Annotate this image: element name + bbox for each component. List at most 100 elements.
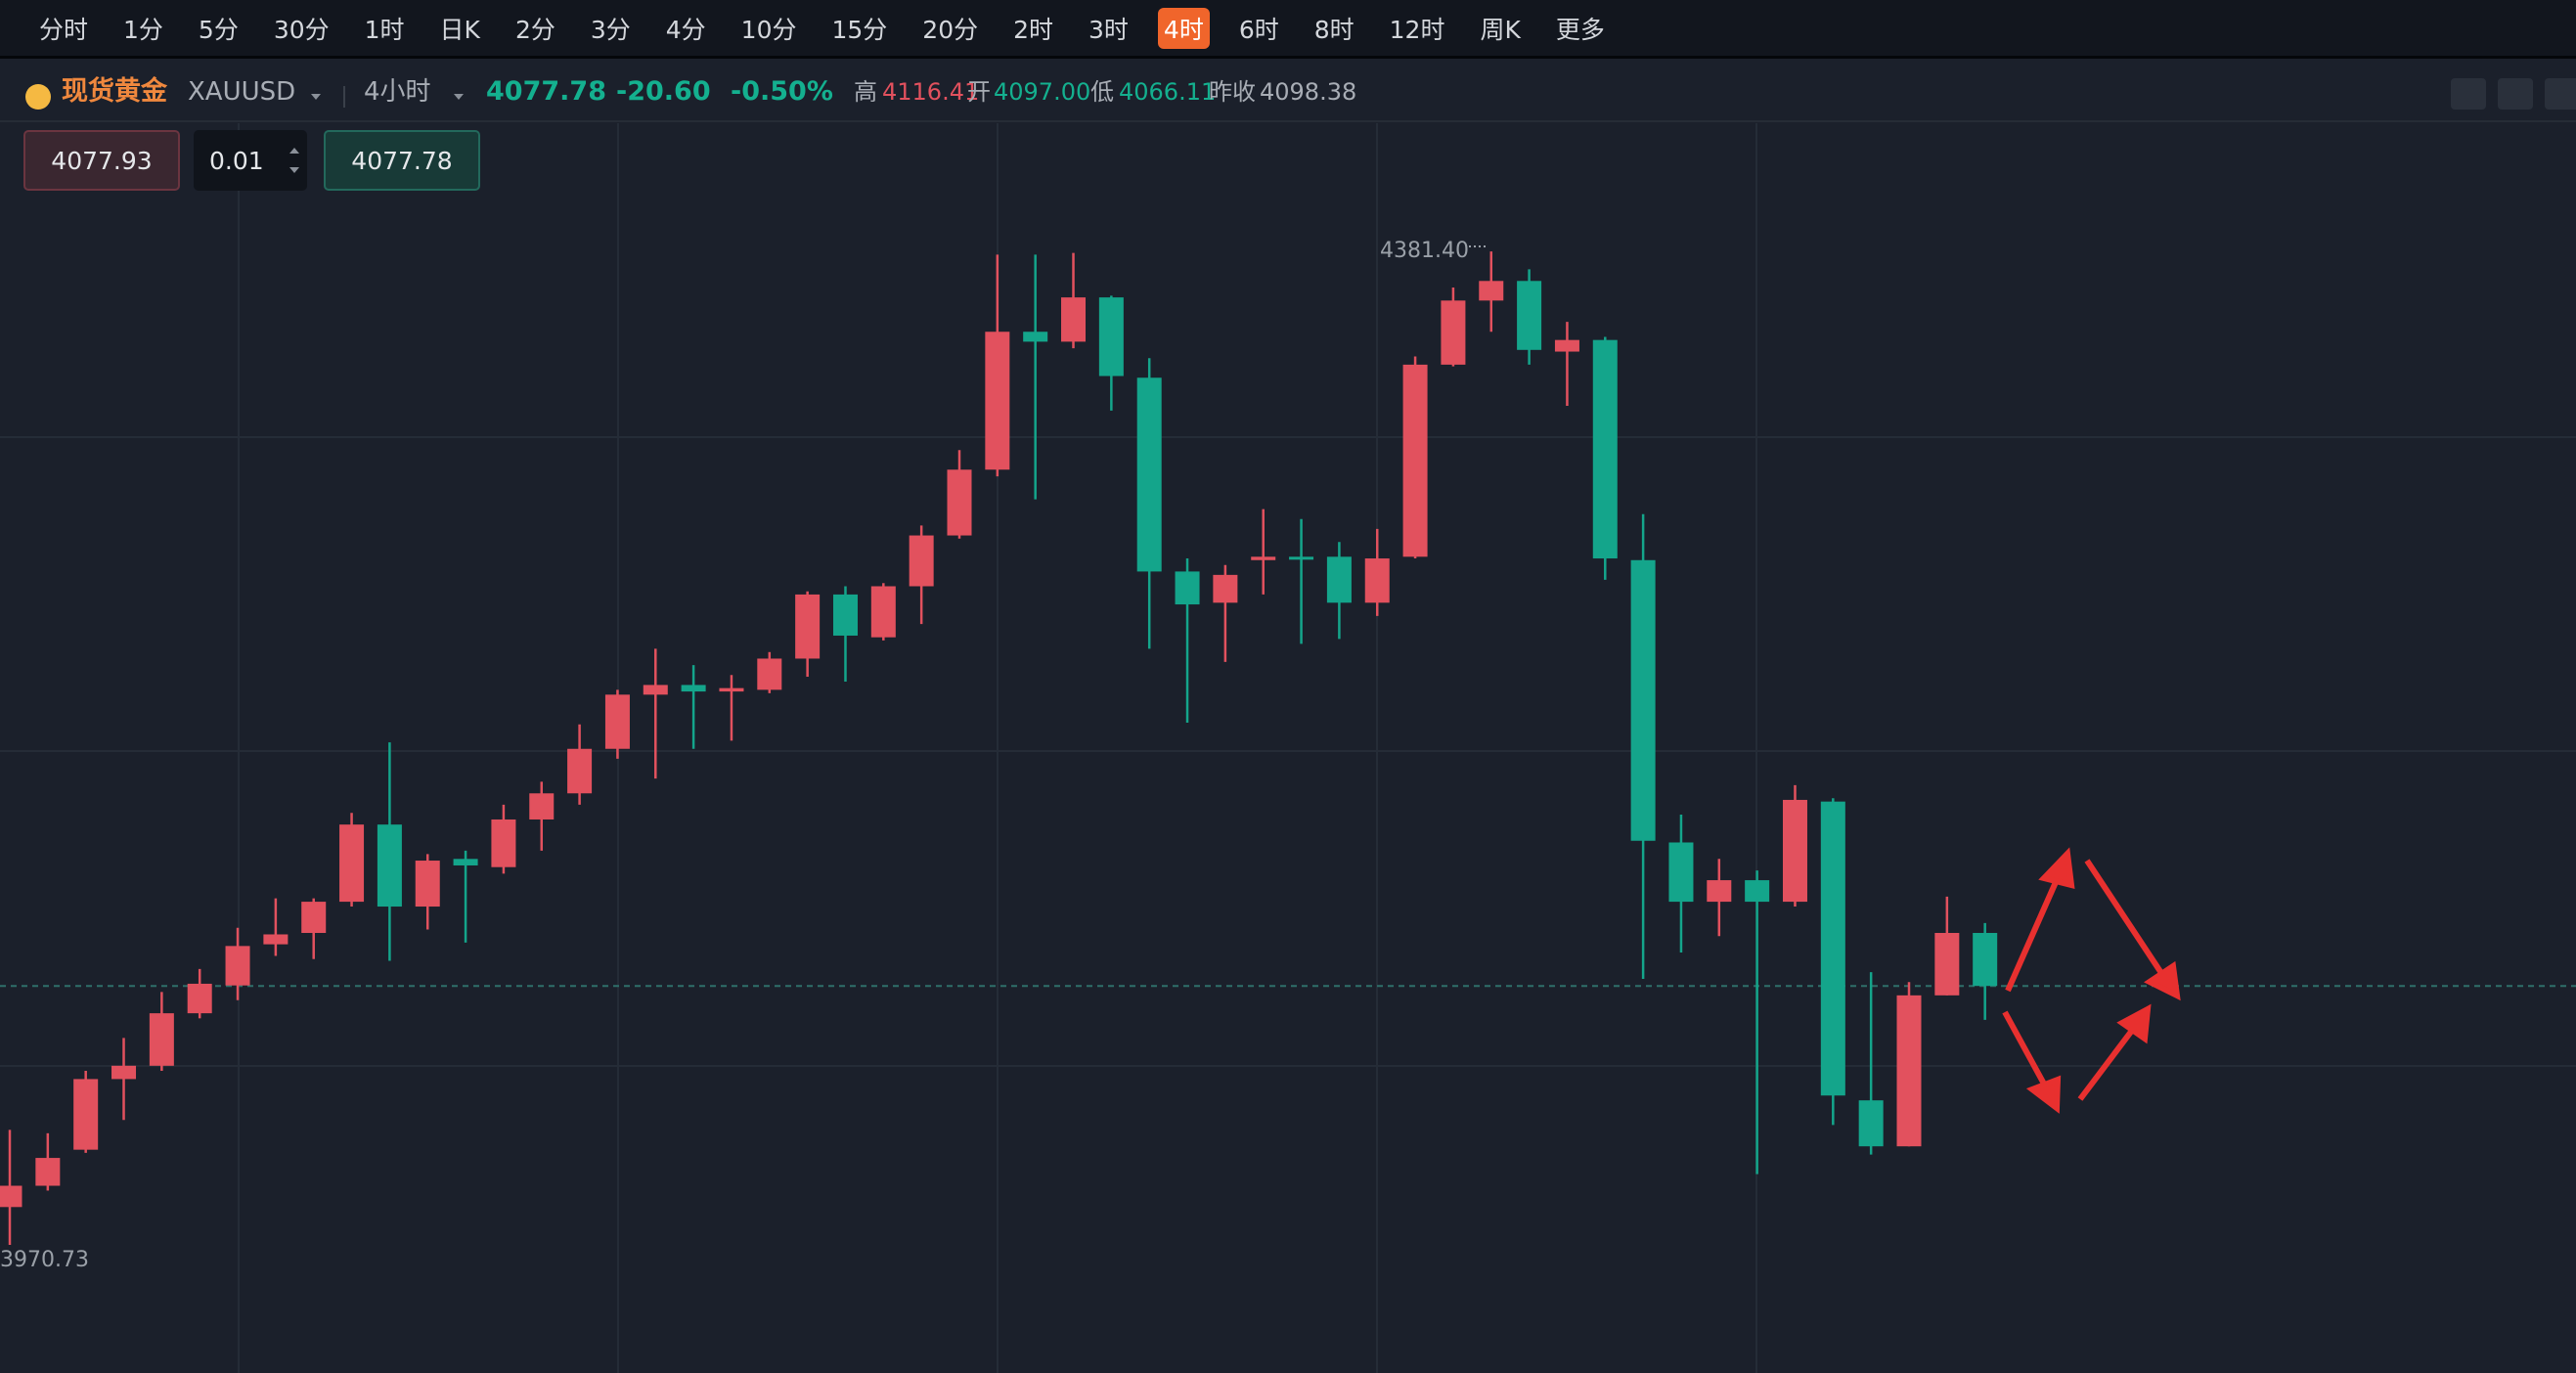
dropdown[interactable]	[311, 94, 321, 100]
candle-body	[73, 1079, 99, 1150]
arrow-head	[2116, 1003, 2152, 1044]
candle-body	[491, 819, 516, 867]
interval-tab[interactable]: 6时	[1238, 15, 1279, 44]
candle-body	[1517, 281, 1542, 350]
candle-body	[1136, 377, 1162, 572]
interval-tab[interactable]: 2分	[514, 15, 555, 44]
candle-body	[1479, 281, 1504, 301]
interval-tab[interactable]: 5分	[198, 15, 239, 44]
candle-body	[1175, 571, 1200, 605]
interval-tab[interactable]: 3时	[1088, 15, 1129, 44]
candle-body	[757, 658, 782, 690]
candle-body	[1023, 332, 1048, 342]
arrow	[2005, 871, 2063, 993]
interval-tab[interactable]: 30分	[273, 15, 330, 44]
high: 4116.41	[882, 78, 980, 106]
dropdown[interactable]	[454, 94, 464, 100]
candle-body	[301, 902, 327, 934]
candle-body	[453, 859, 478, 865]
candle-body	[1973, 933, 1998, 987]
candle-body	[1820, 801, 1845, 1096]
candle-body	[149, 1013, 174, 1066]
symbol-name[interactable]: 现货黄金	[62, 76, 167, 107]
high-label: 高	[854, 78, 877, 106]
grid	[0, 123, 2576, 1373]
interval-tab[interactable]: 周K	[1480, 15, 1521, 44]
interval-tab[interactable]: 10分	[740, 15, 797, 44]
candle-body	[1251, 556, 1276, 560]
max-label: 4381.40	[1380, 239, 1469, 263]
candle-body	[1630, 559, 1656, 841]
candle-body	[909, 535, 934, 587]
candle-body	[604, 694, 630, 749]
candle-body	[1061, 297, 1087, 342]
candle-body	[339, 824, 365, 903]
interval-tab[interactable]: 日K	[439, 15, 480, 44]
interval-tab[interactable]: 分时	[39, 15, 89, 44]
buy-button[interactable]: 4077.78	[324, 130, 480, 191]
candle-body	[1896, 995, 1922, 1147]
ask: 4077.78	[351, 146, 453, 175]
arrow	[2077, 1026, 2137, 1101]
header-decor	[311, 86, 464, 108]
candle-body	[1668, 842, 1694, 903]
candle-body	[377, 824, 402, 908]
symbol-code[interactable]: XAUUSD	[188, 77, 296, 107]
interval-tab[interactable]: 12时	[1389, 15, 1445, 44]
more-menu[interactable]: 更多	[1555, 15, 1605, 44]
candle-body	[1364, 558, 1390, 603]
low: 4066.11	[1119, 78, 1217, 106]
interval-tab[interactable]: 15分	[831, 15, 888, 44]
coin	[25, 84, 51, 110]
interval-tab[interactable]: 8时	[1313, 15, 1355, 44]
btn-draw[interactable]	[2498, 78, 2533, 110]
interval-tab[interactable]: 3分	[590, 15, 631, 44]
stepper-arrows[interactable]	[289, 148, 299, 173]
interval-tab[interactable]: 1时	[364, 15, 405, 44]
btn-candle[interactable]	[2545, 78, 2576, 110]
candle-body	[1934, 933, 1960, 996]
candle-body	[263, 934, 289, 945]
bid: 4077.93	[51, 146, 153, 175]
candle-body	[643, 685, 668, 695]
lots-input[interactable]: 0.01	[194, 130, 307, 191]
period[interactable]: 4小时	[364, 77, 431, 107]
arrow-head	[2038, 847, 2075, 889]
candle-body	[947, 469, 972, 536]
candle-body	[1858, 1100, 1884, 1147]
interval-tab[interactable]: 4分	[665, 15, 706, 44]
stepper[interactable]	[288, 144, 301, 177]
price: 4077.78	[486, 76, 606, 107]
btn-indicator[interactable]	[2451, 78, 2486, 110]
candle-body	[719, 687, 744, 692]
candle-body	[1592, 339, 1618, 559]
candle-body	[1213, 574, 1238, 603]
interval-tab[interactable]: 2时	[1013, 15, 1054, 44]
candles	[0, 251, 2576, 1246]
candle-body	[415, 861, 440, 908]
sell-button[interactable]: 4077.93	[23, 130, 180, 191]
change: -20.60	[616, 76, 711, 107]
candle-body	[1098, 297, 1124, 376]
candle-body	[985, 332, 1010, 470]
low-label: 低	[1090, 78, 1114, 106]
candle-body	[1745, 880, 1770, 903]
candle-body	[35, 1158, 61, 1186]
arrow-head	[2025, 1075, 2062, 1114]
interval-tab[interactable]: 20分	[922, 15, 979, 44]
candle-body	[681, 685, 706, 692]
candle-body	[1707, 880, 1732, 903]
candle-body	[832, 594, 858, 636]
candle-body	[1782, 799, 1807, 903]
candle-body	[1402, 364, 1428, 557]
arrows	[2002, 847, 2181, 1114]
interval-tab[interactable]: 1分	[123, 15, 163, 44]
prev-close: 4098.38	[1260, 78, 1357, 106]
arrow	[2002, 1010, 2049, 1089]
interval-tab[interactable]: 4时	[1157, 7, 1210, 49]
prev-close-label: 昨收	[1209, 78, 1256, 106]
candle-body	[795, 594, 821, 659]
candle-body	[529, 793, 555, 819]
